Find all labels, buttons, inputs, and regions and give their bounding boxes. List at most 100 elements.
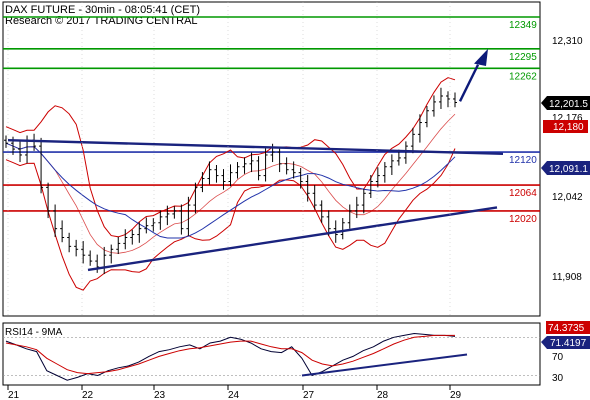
candle: [431, 95, 436, 117]
y-tick-label: 11,908: [552, 272, 582, 283]
x-tick-label: 21: [8, 390, 20, 400]
candle: [88, 250, 93, 266]
candle: [312, 185, 317, 210]
y-tick-label: 12,176: [552, 113, 583, 124]
rsi-ma-marker: 71.4197: [541, 336, 590, 349]
candle: [396, 149, 401, 166]
level-label: 12349: [509, 20, 537, 31]
candle: [130, 229, 135, 245]
candle: [382, 162, 387, 183]
projection-arrow-shaft: [458, 64, 480, 102]
bollinger-middle-band: [5, 113, 456, 254]
candle: [326, 210, 331, 236]
rsi-trendline: [301, 353, 468, 377]
candle: [179, 204, 184, 235]
candle: [424, 106, 429, 128]
red-level-marker: 12,180: [543, 120, 588, 133]
level-label: 12295: [509, 52, 537, 63]
candle: [340, 218, 345, 240]
candle: [53, 204, 58, 237]
y-tick-label: 12,310: [552, 36, 583, 47]
candle: [403, 141, 408, 164]
resistance-trendline: [7, 139, 504, 155]
candle: [445, 91, 450, 108]
candle: [256, 156, 261, 181]
rsi-title: RSI14 - 9MA: [5, 327, 63, 338]
candle: [95, 254, 100, 273]
candle: [361, 188, 366, 214]
candle: [39, 137, 44, 194]
projection-arrow-head: [474, 48, 488, 66]
level-label: 12120: [509, 155, 537, 166]
moving-average-line: [5, 142, 456, 239]
rsi-y-tick-label: 30: [552, 373, 564, 384]
candle: [410, 127, 415, 154]
candle: [67, 232, 72, 253]
y-tick-label: 12,042: [552, 192, 583, 203]
x-tick-label: 28: [377, 390, 389, 400]
candle: [207, 161, 212, 185]
candle: [123, 229, 128, 250]
candle: [389, 154, 394, 176]
candle: [284, 157, 289, 175]
candle: [60, 220, 65, 243]
candle: [221, 169, 226, 190]
candle: [319, 200, 324, 223]
candle: [116, 236, 121, 255]
candle: [368, 175, 373, 198]
level-label: 12020: [509, 214, 537, 225]
candle: [228, 164, 233, 187]
candle: [46, 182, 51, 219]
rsi-y-tick-label: 70: [552, 352, 564, 363]
candle: [158, 210, 163, 230]
price-marker: 12,201.5: [541, 96, 590, 110]
x-tick-label: 22: [82, 390, 94, 400]
candle: [298, 167, 303, 189]
rsi-9ma-line: [5, 334, 455, 375]
candle: [291, 161, 296, 179]
candle: [305, 175, 310, 202]
price-marker-label: 12,201.5: [549, 99, 588, 110]
x-tick-label: 23: [154, 390, 166, 400]
candle: [186, 196, 191, 236]
candle: [347, 204, 352, 229]
candle: [438, 87, 443, 109]
candle: [453, 92, 457, 108]
candle: [249, 152, 254, 173]
bollinger-lower-band: [5, 148, 456, 291]
rsi-value-marker: 74.3735: [546, 321, 590, 334]
candle: [109, 244, 114, 264]
candle: [417, 114, 422, 143]
candle: [235, 162, 240, 179]
candle: [81, 241, 86, 264]
candle: [172, 206, 177, 219]
candle: [137, 222, 142, 243]
candle: [375, 167, 380, 188]
red-level-marker-label: 12,180: [553, 122, 584, 133]
x-tick-label: 29: [450, 390, 462, 400]
level-label: 12064: [509, 188, 537, 199]
candle: [200, 172, 205, 193]
support-trendline: [87, 206, 498, 272]
candle: [18, 140, 23, 163]
chart-subtitle: Research © 2017 TRADING CENTRAL: [5, 15, 198, 27]
candle: [242, 157, 247, 174]
candle: [165, 205, 170, 226]
candle: [214, 164, 219, 183]
rsi-value-marker-label: 74.3735: [548, 323, 585, 334]
rsi14-line: [5, 332, 456, 381]
candle: [263, 148, 268, 182]
candle: [193, 182, 198, 214]
candle: [354, 196, 359, 219]
level-label: 12262: [509, 71, 537, 82]
candle: [277, 147, 282, 173]
candle: [151, 218, 156, 232]
ma-marker: 12,091.1: [541, 161, 590, 175]
x-tick-label: 24: [228, 390, 240, 400]
chart-title: DAX FUTURE - 30min - 08:05:41 (CET): [5, 4, 200, 16]
candle: [144, 217, 149, 234]
candle: [4, 135, 8, 148]
candle: [74, 239, 79, 257]
x-tick-label: 27: [303, 390, 315, 400]
